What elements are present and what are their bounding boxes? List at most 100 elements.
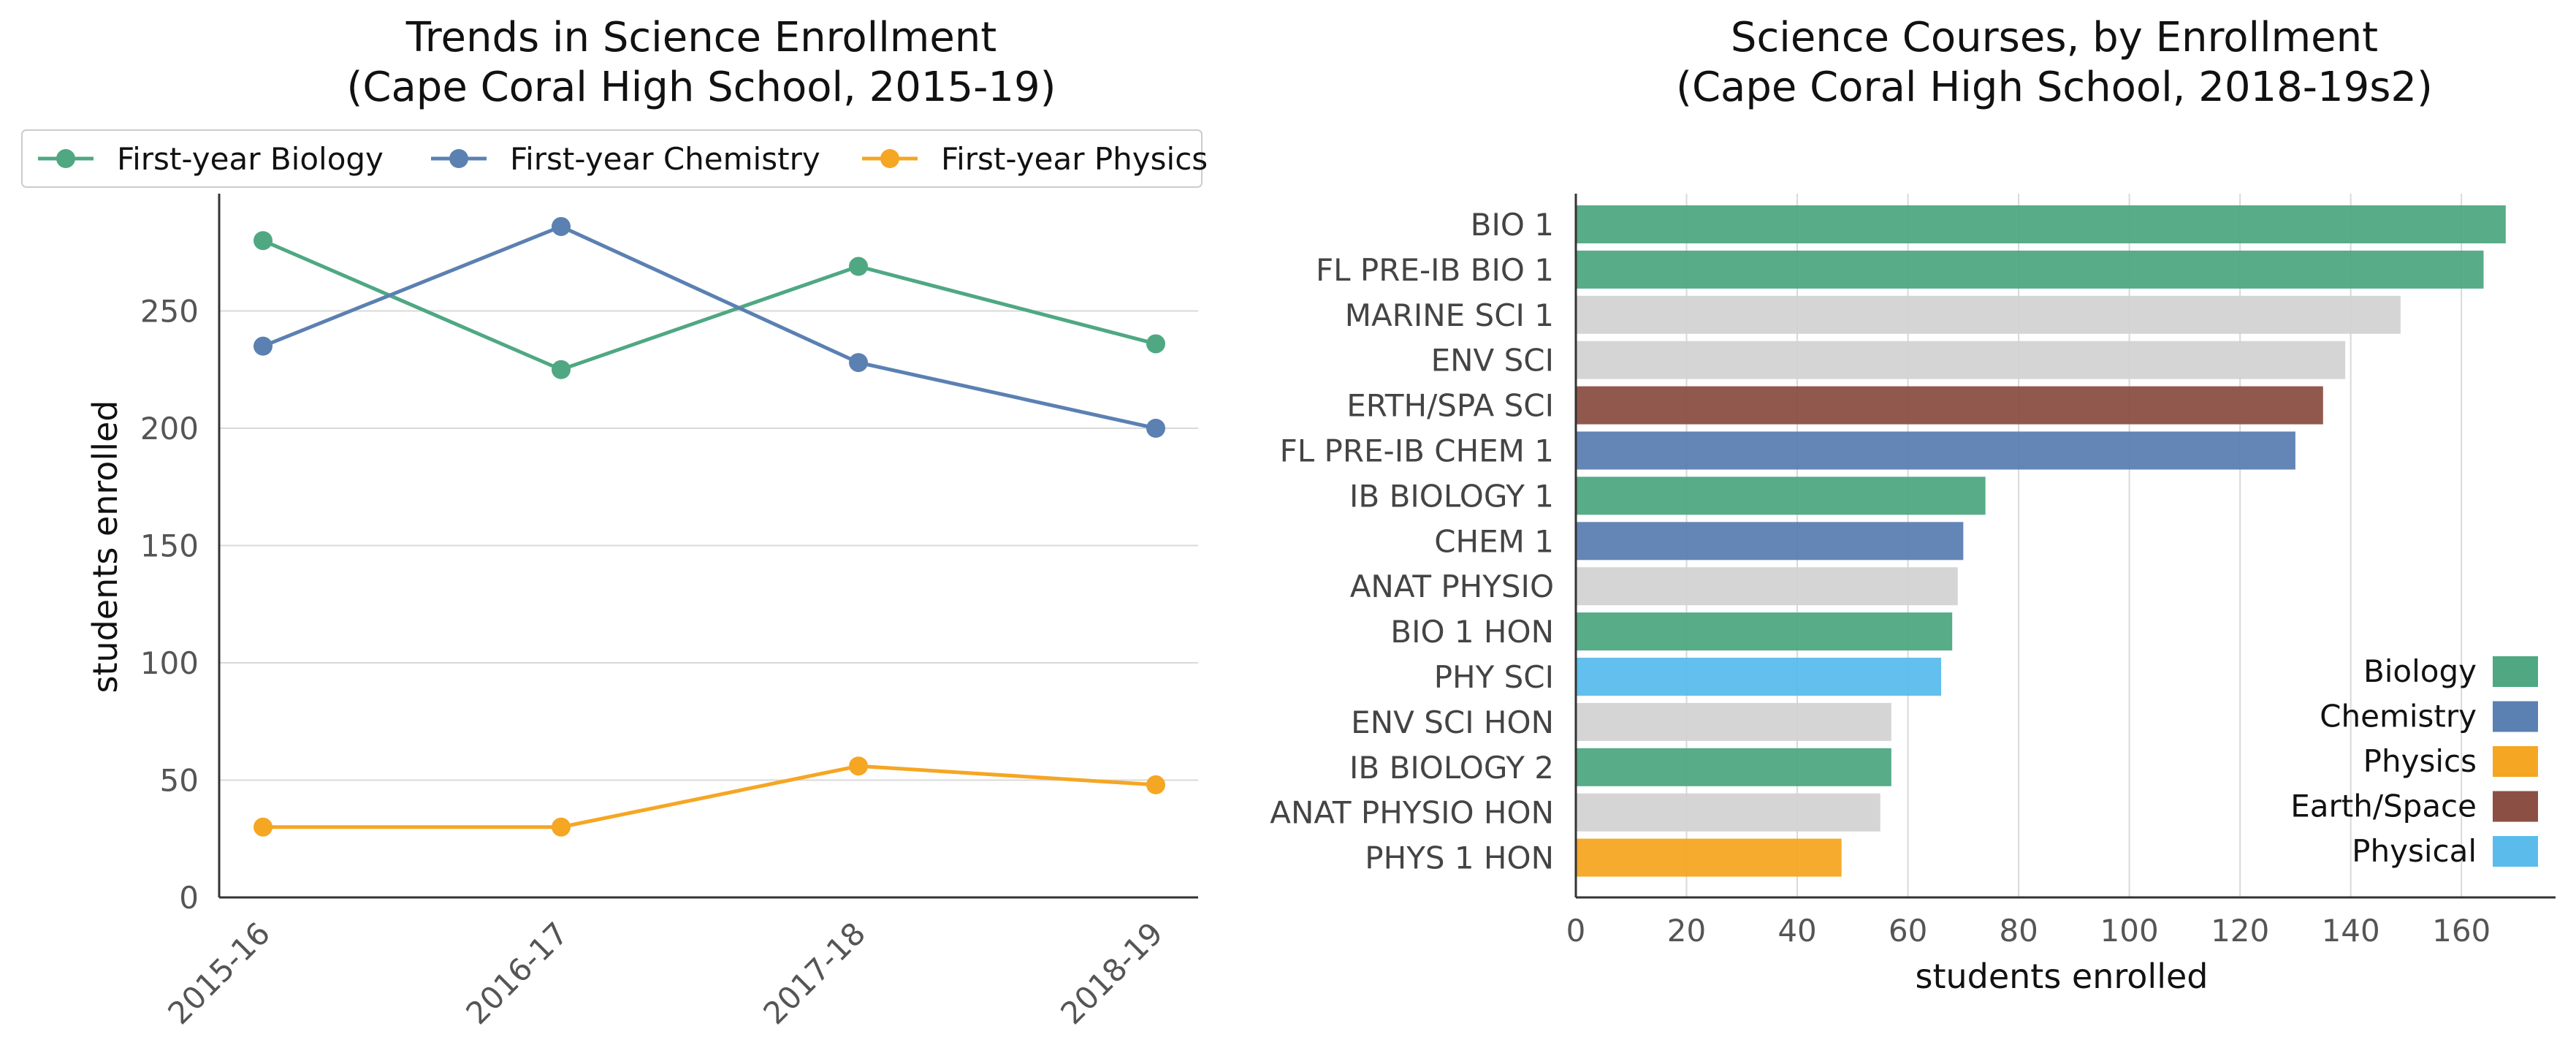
chart-title: Trends in Science Enrollment (405, 14, 997, 61)
x-tick-labels: 2015-16 2016-17 2017-18 2018-19 (161, 915, 1170, 1031)
series-first-year-physics (254, 756, 1165, 837)
legend-marker (449, 149, 468, 168)
legend-frame (21, 129, 1203, 188)
chart-title: Science Courses, by Enrollment (1731, 14, 2378, 61)
legend-entry: Physical (2352, 833, 2538, 869)
legend-entry: First-year Physics (862, 141, 1208, 177)
bar (1576, 658, 1942, 696)
y-tick-labels: 0 50 100 150 200 250 (140, 294, 199, 916)
legend-entry: First-year Biology (38, 141, 384, 177)
category-label: ANAT PHYSIO (1350, 569, 1554, 604)
axes (218, 194, 1198, 899)
data-point (849, 257, 868, 276)
bar (1576, 386, 2323, 425)
x-tick-label: 2017-18 (756, 915, 872, 1031)
data-point (552, 817, 571, 837)
legend-entry: Chemistry (2320, 699, 2538, 734)
legend-label: Physics (2363, 743, 2477, 779)
legend-label: First-year Chemistry (510, 141, 820, 177)
legend-marker (56, 149, 75, 168)
series-first-year-chemistry (254, 216, 1165, 438)
x-tick-label: 120 (2211, 913, 2269, 949)
category-label: PHY SCI (1434, 659, 1554, 695)
data-point (1146, 775, 1165, 794)
x-tick-label: 0 (1566, 913, 1586, 949)
category-label: MARINE SCI 1 (1345, 297, 1554, 333)
category-label: BIO 1 (1471, 207, 1554, 243)
category-label: FL PRE-IB CHEM 1 (1280, 433, 1554, 469)
category-label: ENV SCI (1431, 343, 1554, 379)
legend-label: Chemistry (2320, 699, 2477, 734)
bar (1576, 748, 1891, 786)
category-label: CHEM 1 (1434, 523, 1554, 559)
axes (1574, 194, 2556, 899)
x-tick-label: 80 (1999, 913, 2038, 949)
legend-swatch (2493, 791, 2538, 822)
x-tick-label: 20 (1667, 913, 1706, 949)
bars (1576, 205, 2506, 877)
x-tick-label: 100 (2100, 913, 2159, 949)
category-label: ANAT PHYSIO HON (1270, 795, 1554, 831)
category-label: IB BIOLOGY 1 (1349, 478, 1554, 514)
category-label: ERTH/SPA SCI (1346, 388, 1554, 424)
x-tick-label: 40 (1777, 913, 1816, 949)
legend-entry: Earth/Space (2290, 789, 2538, 824)
bar (1576, 205, 2506, 243)
bar (1576, 295, 2401, 334)
legend-entry: Physics (2363, 743, 2538, 779)
data-point (1146, 334, 1165, 354)
bar-chart-courses-by-enrollment: Science Courses, by Enrollment (Cape Cor… (1270, 14, 2556, 996)
grid (219, 310, 1198, 781)
y-tick-label: 0 (179, 880, 199, 916)
category-label: IB BIOLOGY 2 (1349, 750, 1554, 786)
series-line (262, 238, 1156, 372)
chart-subtitle: (Cape Coral High School, 2018-19s2) (1676, 64, 2433, 111)
bar (1576, 567, 1958, 606)
data-point (1146, 419, 1165, 438)
data-point (552, 360, 571, 379)
bar (1576, 476, 1986, 515)
x-tick-label: 2015-16 (161, 915, 277, 1031)
bar (1576, 341, 2346, 379)
x-tick-label: 140 (2322, 913, 2380, 949)
x-tick-label: 2016-17 (459, 915, 575, 1031)
bar (1576, 793, 1880, 832)
bar (1576, 250, 2484, 289)
legend-entry: First-year Chemistry (431, 141, 820, 177)
line-chart-enrollment-trends: Trends in Science Enrollment (Cape Coral… (21, 14, 1208, 1031)
legend-label: First-year Physics (941, 141, 1208, 177)
data-point (254, 231, 273, 251)
legend-label: Physical (2352, 833, 2477, 869)
legend: First-year Biology First-year Chemistry Fi… (21, 129, 1208, 188)
category-label: PHYS 1 HON (1365, 840, 1554, 876)
legend-label: First-year Biology (117, 141, 384, 177)
bar (1576, 612, 1953, 651)
legend-swatch (2493, 701, 2538, 732)
data-point (254, 817, 273, 837)
series-lines (254, 216, 1165, 837)
legend-swatch (2493, 656, 2538, 687)
data-point (254, 336, 273, 356)
legend-entry: Biology (2363, 653, 2538, 689)
bar (1576, 838, 1842, 877)
category-label: BIO 1 HON (1390, 614, 1554, 650)
data-point (552, 216, 571, 236)
x-tick-label: 2018-19 (1053, 915, 1170, 1031)
category-labels: BIO 1 FL PRE-IB BIO 1 MARINE SCI 1 ENV SCI E… (1270, 207, 1554, 876)
bar (1576, 522, 1964, 561)
legend-swatch (2493, 746, 2538, 777)
x-tick-labels: 0 20 40 60 80 100 120 140 160 (1566, 913, 2491, 949)
data-point (849, 353, 868, 373)
bar (1576, 702, 1891, 741)
data-point (849, 756, 868, 776)
x-axis-label: students enrolled (1916, 957, 2209, 996)
y-tick-label: 100 (140, 645, 199, 681)
legend-swatch (2493, 836, 2538, 867)
legend: Biology Chemistry Physics Earth/Space Physic… (2290, 653, 2538, 869)
series-first-year-biology (254, 231, 1165, 379)
series-line (263, 764, 1156, 829)
legend-marker (880, 149, 899, 168)
y-axis-label: students enrolled (85, 400, 125, 694)
x-tick-label: 160 (2432, 913, 2491, 949)
legend-label: Biology (2363, 653, 2477, 689)
